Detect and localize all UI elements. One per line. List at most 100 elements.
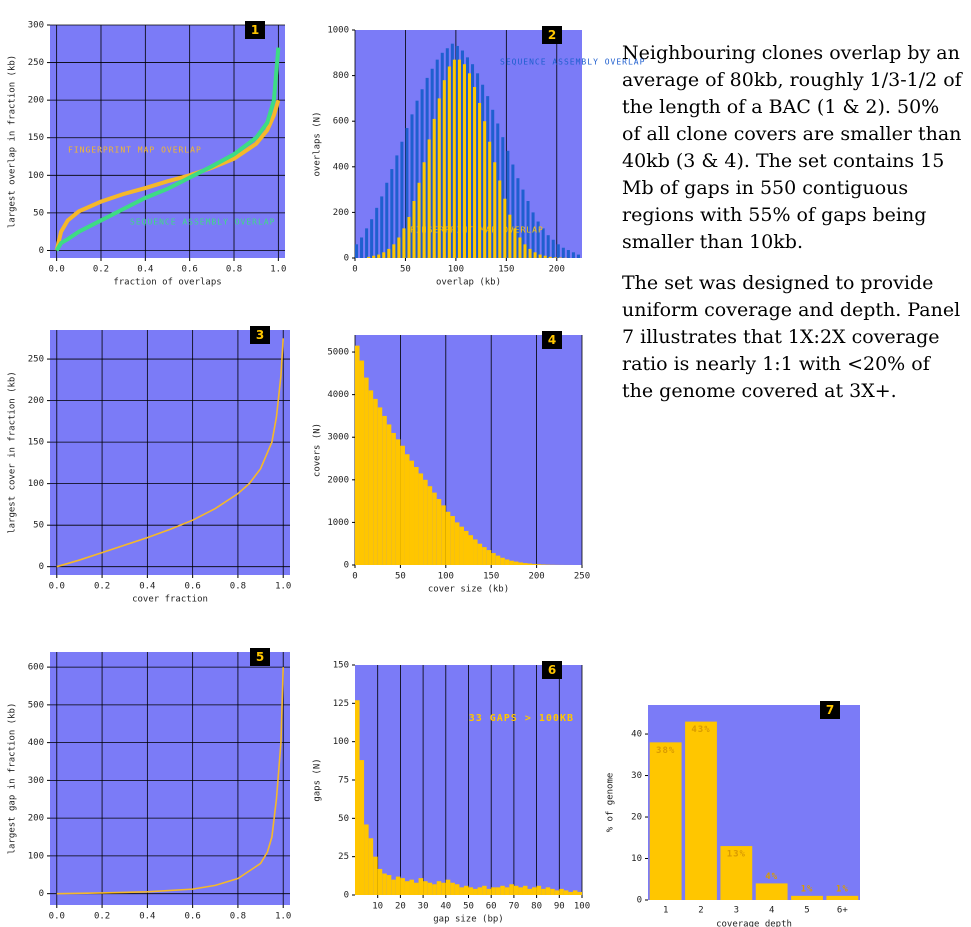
bar — [400, 445, 405, 565]
bar — [518, 237, 522, 258]
bar — [473, 888, 478, 895]
bar — [536, 885, 542, 895]
bar — [382, 873, 387, 895]
bar — [395, 876, 401, 895]
panel-number: 3 — [256, 328, 264, 342]
bar — [477, 887, 483, 895]
y-axis-label: largest overlap in fraction (kb) — [8, 55, 18, 228]
y-tick-label: 200 — [28, 396, 44, 406]
bar — [527, 563, 533, 565]
x-tick-label: 4 — [769, 906, 774, 916]
y-tick-label: 5000 — [327, 348, 349, 358]
bar — [423, 881, 428, 895]
x-tick-label: 0 — [352, 265, 357, 275]
bar — [427, 882, 433, 895]
y-tick-label: 10 — [631, 854, 642, 864]
x-tick-label: 200 — [549, 265, 565, 275]
bar — [531, 212, 535, 258]
bar — [432, 492, 437, 565]
panel-badge — [542, 26, 562, 44]
bar — [445, 511, 451, 565]
panel-number: 1 — [251, 23, 259, 37]
x-tick-label: 3 — [734, 906, 739, 916]
line — [56, 667, 285, 895]
x-tick-label: 1.0 — [270, 265, 286, 275]
y-tick-label: 0 — [637, 896, 642, 906]
bar — [496, 123, 500, 258]
y-tick-label: 0 — [344, 891, 349, 901]
bar — [391, 879, 396, 895]
value-label: 1% — [836, 884, 849, 894]
y-tick-label: 125 — [333, 699, 349, 709]
bar — [503, 198, 507, 258]
bar — [685, 721, 717, 900]
y-tick-label: 400 — [333, 162, 349, 172]
y-tick-label: 0 — [39, 246, 44, 256]
bar — [425, 77, 429, 258]
bar — [450, 882, 455, 895]
bar — [528, 248, 532, 258]
x-tick-label: 0.4 — [139, 912, 155, 922]
bar — [571, 252, 575, 258]
x-tick-label: 2 — [698, 906, 703, 916]
bar — [488, 141, 492, 258]
bar — [546, 235, 550, 258]
bar — [486, 550, 492, 565]
x-axis-label: coverage depth — [716, 920, 792, 927]
bar — [368, 838, 374, 895]
bar — [455, 45, 459, 259]
bar — [572, 890, 578, 895]
bar — [415, 100, 419, 259]
bar — [435, 59, 439, 258]
x-tick-label: 100 — [448, 265, 464, 275]
bar — [513, 228, 517, 258]
bar — [459, 526, 464, 565]
bar — [364, 824, 369, 895]
bar — [521, 189, 525, 258]
x-tick-label: 0.2 — [94, 582, 110, 592]
bar — [563, 890, 569, 895]
y-tick-label: 1000 — [327, 26, 349, 36]
value-label: 1% — [801, 884, 814, 894]
x-tick-label: 0.0 — [49, 582, 65, 592]
bar — [377, 868, 383, 895]
y-tick-label: 0 — [344, 561, 349, 571]
bar — [385, 182, 389, 258]
bar — [430, 68, 434, 258]
x-axis-label: cover fraction — [132, 595, 208, 605]
bar — [390, 169, 394, 258]
bar — [481, 84, 485, 258]
bar — [556, 244, 560, 258]
bar — [577, 891, 582, 895]
bar — [498, 180, 502, 258]
x-tick-label: 100 — [574, 902, 590, 912]
bar — [486, 96, 490, 259]
bar — [522, 563, 528, 565]
line — [56, 338, 285, 568]
panel-number: 2 — [548, 28, 556, 42]
bar — [395, 439, 401, 565]
x-tick-label: 200 — [528, 572, 544, 582]
bar — [407, 216, 411, 258]
bar — [522, 885, 528, 895]
plot-area — [50, 330, 290, 575]
x-tick-label: 0.6 — [182, 265, 198, 275]
y-tick-label: 40 — [631, 730, 642, 740]
bar — [513, 885, 519, 895]
paragraph: The set was designed to provide uniform … — [622, 272, 961, 402]
bar — [380, 196, 384, 258]
x-tick-label: 80 — [531, 902, 542, 912]
bar — [501, 137, 505, 258]
bar — [459, 887, 464, 895]
x-tick-label: 0.4 — [137, 265, 153, 275]
value-label: 38% — [656, 746, 675, 756]
bar — [359, 760, 365, 895]
bar — [532, 887, 537, 895]
bar — [491, 553, 496, 565]
bar — [457, 59, 461, 258]
x-tick-label: 0.0 — [49, 912, 65, 922]
y-tick-label: 100 — [28, 851, 44, 861]
x-tick-label: 90 — [554, 902, 565, 912]
bar — [405, 128, 409, 258]
x-tick-label: 20 — [395, 902, 406, 912]
